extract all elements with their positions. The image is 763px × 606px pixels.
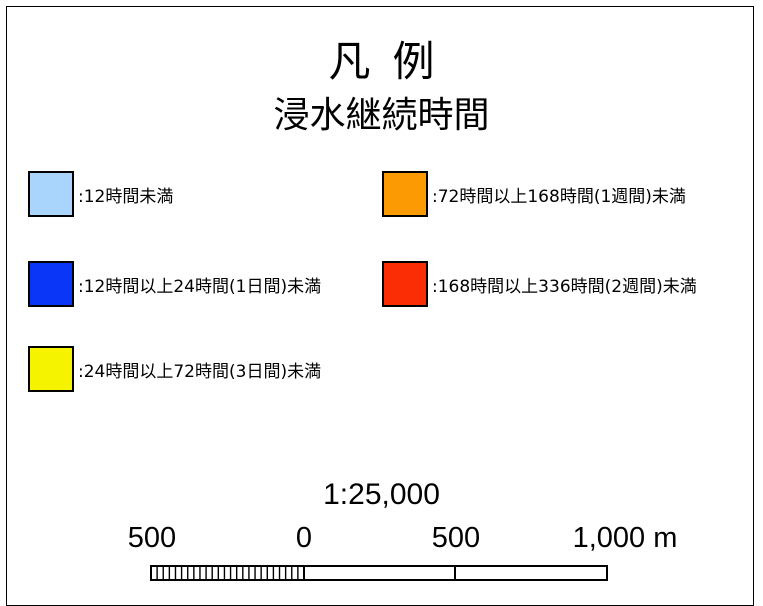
scale-tick-left-500: 500 (127, 522, 177, 554)
scale-bar-outline (150, 565, 608, 581)
legend-item-under-12h: :12時間未満 (28, 171, 173, 217)
legend-item-1day-to-3day: :24時間以上72時間(3日間)未満 (28, 346, 321, 392)
legend-item-1week-to-2week: :168時間以上336時間(2週間)未満 (382, 261, 697, 307)
legend-label: :12時間以上24時間(1日間)未満 (78, 276, 322, 297)
scale-tick-right-500: 500 (431, 522, 481, 554)
scale-bar (150, 565, 608, 581)
swatch-1week-to-2week (382, 261, 428, 307)
legend-label: :72時間以上168時間(1週間)未満 (432, 186, 686, 207)
scale-ratio: 1:25,000 (323, 478, 440, 511)
swatch-12h-to-1day (28, 261, 74, 307)
scale-bar-subdivisions (156, 566, 299, 580)
swatch-1day-to-3day (28, 346, 74, 392)
legend-label: :168時間以上336時間(2週間)未満 (432, 276, 697, 297)
swatch-3day-to-1week (382, 171, 428, 217)
legend-label: :12時間未満 (78, 186, 174, 207)
legend-label: :24時間以上72時間(3日間)未満 (78, 361, 322, 382)
scale-tick-zero: 0 (295, 522, 313, 554)
legend-item-3day-to-1week: :72時間以上168時間(1週間)未満 (382, 171, 686, 217)
legend-subtitle: 浸水継続時間 (273, 95, 490, 136)
swatch-under-12h (28, 171, 74, 217)
legend-title: 凡例 (328, 37, 457, 86)
scale-tick-1000m: 1,000 m (572, 522, 678, 554)
legend-item-12h-to-1day: :12時間以上24時間(1日間)未満 (28, 261, 321, 307)
